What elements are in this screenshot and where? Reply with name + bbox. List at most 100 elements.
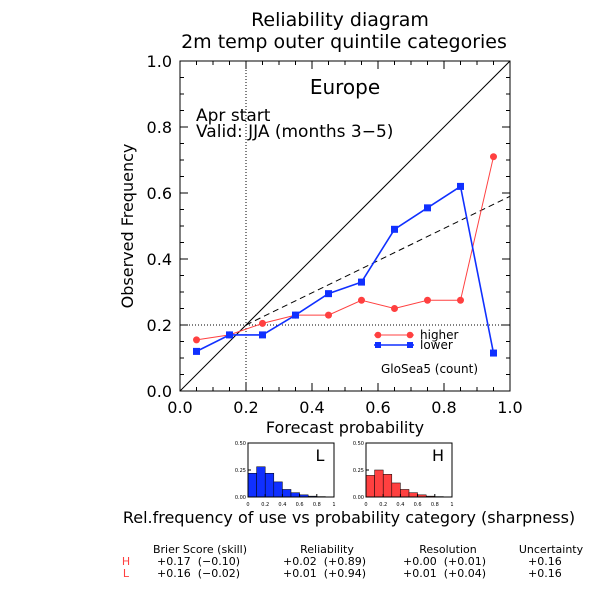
histogram-x-tick-label: 0.8: [431, 502, 439, 508]
model-label: GloSea5 (count): [381, 362, 478, 376]
histogram-bar: [290, 492, 300, 498]
title-line-2: 2m temp outer quintile categories: [181, 31, 507, 53]
legend-label-lower: lower: [420, 338, 453, 352]
x-tick-label: 1.0: [497, 398, 522, 417]
data-point-higher: [325, 311, 332, 319]
histogram-x-tick-label: 0: [364, 502, 367, 508]
header-reliability: Reliability: [300, 543, 354, 556]
histogram-y-tick-label: 0.50: [353, 441, 364, 447]
histogram-x-tick-label: 0.2: [379, 502, 387, 508]
histogram-bar: [382, 474, 393, 498]
reliability-plot: 0.0 0.2 0.4 0.6 0.8 1.0 0.0 0.2 0.4 0.6 0.8 1.0 Eur…: [118, 52, 523, 437]
y-tick-label: 0.8: [147, 118, 172, 137]
histogram-y-tick-label: 0.00: [235, 495, 246, 501]
legend-marker-lower: [375, 342, 381, 348]
y-tick-label: 1.0: [147, 52, 172, 71]
x-axis-label: Forecast probability: [266, 418, 424, 437]
header-brier: Brier Score (skill): [153, 543, 247, 556]
row-label-l: L: [123, 567, 130, 580]
sharpness-caption: Rel.frequency of use vs probability cate…: [123, 508, 575, 527]
histogram-y-tick-label: 0.25: [353, 468, 364, 474]
data-point-higher: [391, 305, 398, 312]
score-table: Brier Score (skill) Reliability Resoluti…: [122, 543, 584, 580]
histogram-bar: [273, 481, 283, 498]
series-line-lower: [196, 185, 495, 354]
y-tick-label: 0.0: [147, 382, 172, 401]
sharpness-histogram-higher: 0.00 0.25 0.50 0 0.2 0.4 0.6 0.8 1 H: [353, 441, 454, 508]
histogram-y-tick-label: 0.25: [235, 468, 246, 474]
histogram-label: L: [316, 446, 325, 465]
legend-marker-higher: [374, 331, 382, 339]
start-label: Apr start: [196, 106, 271, 126]
histogram-bar: [247, 472, 257, 498]
data-point-higher: [424, 296, 431, 304]
y-tick-label: 0.6: [147, 184, 172, 203]
data-point-lower: [193, 347, 200, 355]
histogram-bar: [282, 489, 292, 498]
data-point-lower: [226, 331, 233, 339]
histogram-bar: [391, 482, 401, 498]
row-l-brier: +0.16 (−0.02): [157, 567, 240, 580]
histogram-x-tick-label: 0: [246, 502, 249, 508]
data-point-higher: [490, 153, 497, 161]
legend-marker-lower-2: [407, 342, 413, 348]
row-h-brier: +0.17 (−0.10): [157, 555, 240, 568]
data-point-lower: [391, 225, 398, 233]
row-l-resolution: +0.01 (+0.04): [403, 567, 486, 580]
y-tick-label: 0.2: [147, 316, 172, 335]
histogram-x-tick-label: 0.8: [313, 502, 321, 508]
histogram-bar: [264, 472, 275, 498]
legend-marker-higher-2: [406, 331, 414, 339]
data-point-lower: [292, 311, 299, 319]
legend: higher lower: [374, 328, 459, 352]
y-tick-label: 0.4: [147, 250, 172, 269]
region-label: Europe: [310, 75, 380, 99]
histogram-x-tick-label: 0.6: [296, 502, 304, 508]
row-h-resolution: +0.00 (+0.01): [403, 555, 486, 568]
histogram-x-tick-label: 1: [450, 502, 453, 508]
histogram-x-tick-label: 0.6: [414, 502, 422, 508]
histogram-bar: [400, 489, 410, 498]
data-point-lower: [424, 204, 431, 212]
perfect-reliability-line: [179, 60, 511, 392]
histogram-label: H: [432, 446, 444, 465]
histogram-bar: [408, 492, 418, 498]
row-h-uncertainty: +0.16: [528, 555, 562, 568]
histogram-y-tick-label: 0.50: [235, 441, 246, 447]
row-l-reliability: +0.01 (+0.94): [283, 567, 366, 580]
x-tick-label: 0.8: [431, 398, 456, 417]
data-point-higher: [457, 296, 464, 304]
histogram-x-tick-label: 0.4: [396, 502, 404, 508]
series-line-higher: [196, 156, 494, 341]
histogram-x-tick-label: 1: [332, 502, 335, 508]
histogram-y-tick-label: 0.00: [353, 495, 364, 501]
valid-label: Valid: JJA (months 3−5): [196, 122, 393, 142]
y-axis-label: Observed Frequency: [118, 144, 137, 309]
legend-label-higher: higher: [420, 328, 459, 342]
data-point-higher: [259, 319, 266, 327]
sharpness-histogram-lower: 0.00 0.25 0.50 0 0.2 0.4 0.6 0.8 1 L: [235, 441, 336, 508]
axis-ticks: 0.0 0.2 0.4 0.6 0.8 1.0 0.0 0.2 0.4 0.6 0.8 1.0: [147, 52, 523, 417]
data-point-lower: [457, 182, 464, 190]
data-point-lower: [259, 331, 266, 339]
histogram-bar: [374, 469, 384, 498]
data-series: [193, 153, 497, 357]
x-tick-label: 0.6: [365, 398, 390, 417]
reliability-fit-line: [245, 195, 511, 326]
histogram-x-tick-label: 0.4: [278, 502, 286, 508]
data-point-lower: [325, 290, 332, 298]
x-tick-label: 0.2: [233, 398, 258, 417]
histogram-bar: [256, 466, 266, 498]
row-l-uncertainty: +0.16: [528, 567, 562, 580]
x-tick-label: 0.0: [167, 398, 192, 417]
title-line-1: Reliability diagram: [251, 9, 429, 31]
data-point-higher: [358, 296, 365, 304]
histogram-x-tick-label: 0.2: [261, 502, 269, 508]
data-point-higher: [193, 336, 200, 344]
row-h-reliability: +0.02 (+0.89): [283, 555, 366, 568]
header-uncertainty: Uncertainty: [519, 543, 584, 556]
header-resolution: Resolution: [419, 543, 477, 556]
data-point-lower: [490, 349, 497, 357]
row-label-h: H: [122, 555, 130, 568]
